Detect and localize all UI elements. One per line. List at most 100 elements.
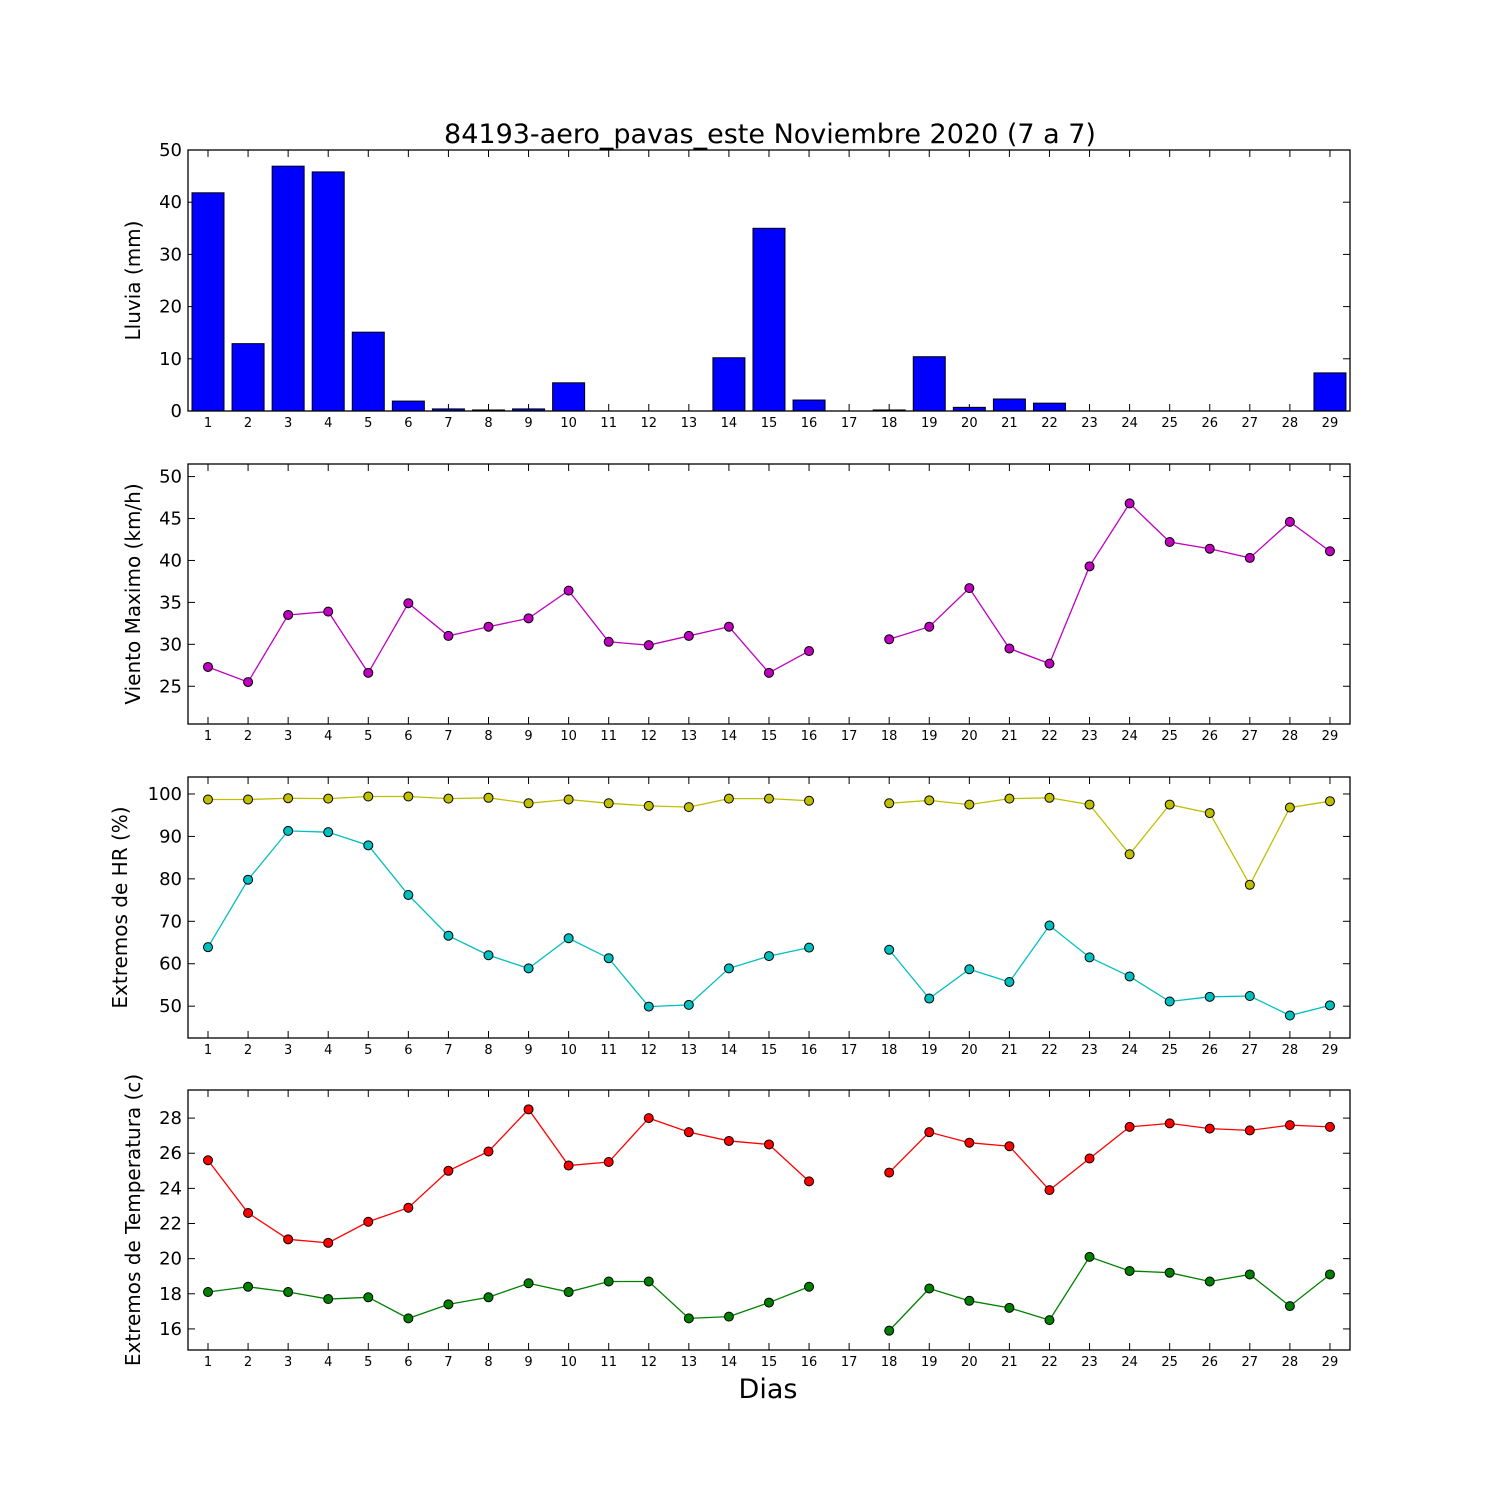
- wind-series-0-line: [207, 589, 810, 683]
- temp-series-1-point: [1244, 1269, 1255, 1280]
- hr-series-0-point: [804, 795, 815, 806]
- wind-series-0-point: [603, 636, 614, 647]
- temp-series-0-point: [203, 1155, 213, 1166]
- x-tick-label: 19: [921, 729, 938, 744]
- x-tick-label: 5: [364, 729, 372, 744]
- y-tick-label: 40: [159, 550, 182, 571]
- wind-series-0-point: [804, 646, 815, 657]
- hr-series-0-point: [283, 793, 294, 804]
- temp-series-0-point: [763, 1139, 774, 1150]
- hr-series-1-point: [443, 930, 454, 941]
- temp-series-1-point: [643, 1276, 654, 1287]
- x-tick-label: 9: [524, 416, 532, 431]
- x-tick-label: 25: [1161, 729, 1178, 744]
- temp-series-0-point: [283, 1234, 294, 1245]
- temp-series-0-point: [443, 1165, 454, 1176]
- rain-bar: [912, 356, 946, 412]
- plot-frame: [187, 463, 1351, 725]
- wind-series-0-point: [443, 630, 454, 641]
- temp-series-0-point: [884, 1167, 895, 1178]
- rain-bar: [1313, 372, 1347, 412]
- hr-series-1-point: [1084, 952, 1095, 963]
- x-tick-label: 2: [244, 1355, 252, 1370]
- temp-series-0-point: [483, 1146, 494, 1157]
- hr-series-1-line: [207, 830, 810, 1008]
- y-tick-label: 50: [159, 140, 182, 161]
- y-tick-label: 25: [159, 676, 182, 697]
- x-tick-label: 18: [881, 1355, 898, 1370]
- y-tick-label: 24: [159, 1178, 182, 1199]
- hr-series-1-point: [603, 953, 614, 964]
- temp-series-0-point: [964, 1137, 975, 1148]
- y-axis-label: Extremos de HR (%): [108, 806, 132, 1008]
- y-tick-label: 50: [159, 996, 182, 1017]
- x-tick-label: 29: [1322, 729, 1339, 744]
- x-tick-label: 28: [1282, 1355, 1299, 1370]
- y-tick-label: 100: [148, 784, 182, 805]
- x-tick-label: 11: [600, 416, 617, 431]
- x-tick-label: 28: [1282, 1043, 1299, 1058]
- x-tick-label: 9: [524, 1355, 532, 1370]
- x-tick-label: 17: [841, 729, 858, 744]
- x-axis-label: Dias: [739, 1374, 798, 1405]
- temp-series-1-point: [1324, 1269, 1335, 1280]
- x-tick-label: 1: [204, 729, 212, 744]
- y-tick-label: 18: [159, 1284, 182, 1305]
- y-tick-label: 28: [159, 1108, 182, 1129]
- rain-bar: [271, 165, 305, 412]
- x-tick-label: 7: [444, 1355, 452, 1370]
- x-tick-label: 17: [841, 1355, 858, 1370]
- y-tick-label: 50: [159, 467, 182, 488]
- rain-bar: [552, 382, 586, 412]
- hr-series-1-point: [1164, 996, 1175, 1007]
- temp-series-1-point: [603, 1276, 614, 1287]
- hr-series-0-point: [563, 794, 574, 805]
- temp-series-0-point: [1004, 1141, 1015, 1152]
- temp-series-1-point: [483, 1292, 494, 1303]
- temp-series-0-point: [683, 1127, 694, 1138]
- temp-series-1-point: [804, 1281, 815, 1292]
- wind-series-0-point: [683, 630, 694, 641]
- x-tick-label: 12: [640, 729, 657, 744]
- hr-series-0-point: [884, 798, 895, 809]
- wind-series-0-point: [1124, 498, 1135, 509]
- x-tick-label: 13: [681, 1043, 698, 1058]
- x-tick-label: 22: [1041, 416, 1058, 431]
- hr-series-1-point: [1324, 1000, 1335, 1011]
- x-tick-label: 14: [721, 729, 738, 744]
- wind-series-0-point: [643, 640, 654, 651]
- x-tick-label: 1: [204, 416, 212, 431]
- temp-series-1-point: [283, 1287, 294, 1298]
- wind-series-0-point: [403, 598, 414, 609]
- x-tick-label: 20: [961, 1355, 978, 1370]
- x-tick-label: 7: [444, 729, 452, 744]
- hr-series-0-point: [1124, 849, 1135, 860]
- plot-frame: [187, 776, 1351, 1039]
- y-tick-label: 70: [159, 911, 182, 932]
- rain-bar: [1032, 402, 1066, 412]
- x-tick-label: 10: [560, 416, 577, 431]
- x-tick-label: 12: [640, 416, 657, 431]
- x-tick-label: 18: [881, 1043, 898, 1058]
- wind-series-0-point: [763, 667, 774, 678]
- x-tick-label: 27: [1242, 729, 1259, 744]
- temp-series-0-point: [723, 1135, 734, 1146]
- x-tick-label: 22: [1041, 1355, 1058, 1370]
- temp-series-1-point: [1044, 1315, 1055, 1326]
- temp-series-0-line: [207, 1108, 810, 1244]
- x-tick-label: 4: [324, 416, 332, 431]
- x-tick-label: 21: [1001, 1355, 1018, 1370]
- x-tick-label: 26: [1201, 1355, 1218, 1370]
- x-tick-label: 28: [1282, 416, 1299, 431]
- x-tick-label: 5: [364, 1043, 372, 1058]
- hr-series-1-point: [1004, 976, 1015, 987]
- hr-series-1-point: [523, 963, 534, 974]
- temp-series-0-point: [1204, 1123, 1215, 1134]
- temp-series-0-point: [1324, 1121, 1335, 1132]
- hr-series-0-point: [443, 793, 454, 804]
- temp-series-0-point: [1044, 1185, 1055, 1196]
- temp-series-1-point: [243, 1281, 254, 1292]
- wind-series-0-point: [243, 677, 254, 688]
- temp-series-1-point: [323, 1294, 334, 1305]
